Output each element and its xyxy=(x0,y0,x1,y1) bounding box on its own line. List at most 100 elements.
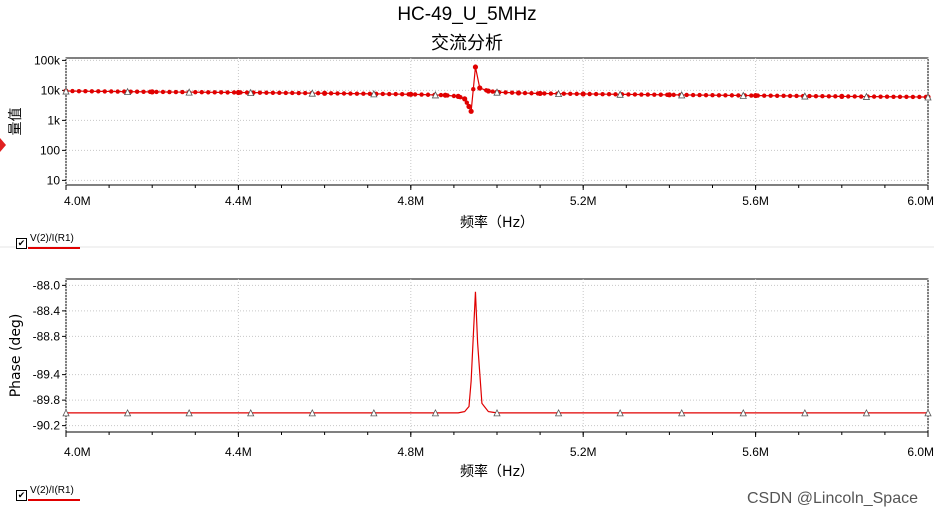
data-point xyxy=(768,93,773,98)
triangle-marker xyxy=(554,408,563,417)
triangle-marker xyxy=(924,93,932,101)
triangle-marker xyxy=(431,91,440,99)
x-tick-label: 5.2M xyxy=(570,445,597,459)
data-point xyxy=(303,90,308,96)
data-point xyxy=(218,90,224,95)
triangle-marker xyxy=(370,408,378,417)
data-point xyxy=(574,91,579,97)
data-point xyxy=(466,103,472,110)
data-point xyxy=(587,91,592,97)
data-point xyxy=(787,93,793,99)
data-point xyxy=(858,94,864,99)
data-point xyxy=(820,94,825,99)
x-tick-label: 5.2M xyxy=(570,194,597,208)
y-tick-label: 10 xyxy=(47,173,61,187)
data-point xyxy=(613,92,618,97)
data-point xyxy=(781,93,786,99)
data-point xyxy=(468,108,474,114)
phase-pane: 4.0M 4.4M 4.8M 5.2M 5.6M 6.0M -88.0 -88.4 -88.8 -… xyxy=(8,278,934,480)
data-point xyxy=(264,90,269,95)
triangle-marker xyxy=(739,91,747,99)
data-point xyxy=(917,94,922,100)
x-tick-label: 5.6M xyxy=(742,194,769,208)
data-point xyxy=(244,90,250,95)
triangle-marker xyxy=(862,92,871,100)
data-point xyxy=(749,93,754,98)
data-point xyxy=(134,89,140,94)
data-point xyxy=(115,89,120,94)
triangle-marker xyxy=(616,408,624,417)
legend-magnitude[interactable]: ✔ V(2)/I(R1) xyxy=(16,233,80,249)
data-point xyxy=(774,93,780,98)
data-point xyxy=(794,93,799,99)
data-point xyxy=(703,92,709,98)
triangle-marker xyxy=(739,408,747,417)
data-point xyxy=(257,90,263,95)
data-point xyxy=(723,93,728,98)
data-point xyxy=(102,89,107,94)
data-point xyxy=(455,93,461,99)
data-point xyxy=(380,91,385,97)
data-point xyxy=(367,91,373,97)
data-point xyxy=(632,92,638,97)
x-tick-label: 5.6M xyxy=(742,445,769,459)
data-point xyxy=(76,88,82,94)
data-point xyxy=(70,88,75,94)
data-point xyxy=(96,89,101,94)
data-point xyxy=(472,64,479,70)
chart-subtitle: 交流分析 xyxy=(431,33,503,54)
data-point xyxy=(891,94,896,99)
data-point xyxy=(335,91,340,96)
data-point xyxy=(897,94,903,100)
y-tick-label: -90.2 xyxy=(33,419,61,433)
y-tick-label: 10k xyxy=(41,83,61,97)
data-point xyxy=(561,91,567,96)
data-point xyxy=(736,93,741,98)
data-point xyxy=(910,94,916,100)
data-point xyxy=(884,94,890,99)
data-point xyxy=(833,94,838,99)
watermark: CSDN @Lincoln_Space xyxy=(747,490,918,507)
data-point xyxy=(212,90,217,95)
data-point xyxy=(149,89,155,95)
pane-divider-marker[interactable] xyxy=(0,138,6,152)
magnitude-pane: 4.0M 4.4M 4.8M 5.2M 5.6M 6.0M 100k 10k 1k 100 10 频率… xyxy=(8,53,934,231)
y-tick-label: 100 xyxy=(40,143,60,157)
data-point xyxy=(690,92,696,98)
triangle-marker xyxy=(493,408,501,417)
triangle-marker xyxy=(431,408,440,417)
data-point xyxy=(328,91,334,96)
series-line xyxy=(66,291,928,414)
data-point xyxy=(509,90,515,95)
legend-checkbox[interactable]: ✔ xyxy=(16,238,27,249)
legend-swatch xyxy=(28,499,80,501)
chart-title: HC-49_U_5MHz xyxy=(397,4,537,25)
data-point xyxy=(710,93,715,98)
legend-phase[interactable]: ✔ V(2)/I(R1) xyxy=(16,485,80,501)
data-point xyxy=(83,89,88,94)
data-point xyxy=(839,93,845,99)
x-tick-label: 4.0M xyxy=(64,194,91,208)
data-point xyxy=(180,89,185,95)
data-point xyxy=(645,92,651,97)
data-point xyxy=(471,86,476,92)
x-tick-label: 6.0M xyxy=(907,194,934,208)
data-point xyxy=(697,92,702,98)
data-point xyxy=(871,94,877,99)
data-point xyxy=(348,91,353,96)
triangle-marker xyxy=(185,408,193,417)
triangle-marker xyxy=(370,89,378,98)
legend-checkbox[interactable]: ✔ xyxy=(16,490,27,501)
data-point xyxy=(580,91,586,97)
data-point xyxy=(438,92,444,98)
y-tick-label: -89.4 xyxy=(33,368,61,382)
data-point xyxy=(277,90,282,96)
data-point xyxy=(639,92,644,97)
legend-swatch xyxy=(28,247,80,249)
triangle-marker xyxy=(62,408,70,417)
data-point xyxy=(419,92,424,97)
y-tick-label: -88.8 xyxy=(33,329,61,343)
plot-area-frame xyxy=(65,278,929,433)
